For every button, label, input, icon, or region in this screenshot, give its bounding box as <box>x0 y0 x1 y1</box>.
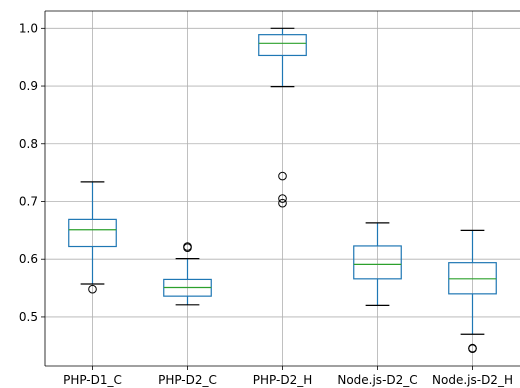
x-tick-label: PHP-D1_C <box>63 373 122 387</box>
box-Node.js-D2_C <box>353 222 402 306</box>
box-PHP-D1_C <box>68 181 117 294</box>
y-tick-label: 0.7 <box>19 194 38 208</box>
box-series <box>68 27 497 353</box>
y-tick-label: 1.0 <box>19 21 38 35</box>
x-tick-label: Node.js-D2_C <box>337 373 417 387</box>
box-iqr <box>68 218 117 248</box>
box-Node.js-D2_H <box>448 229 497 353</box>
outlier-point <box>278 198 287 208</box>
y-tick-label: 0.6 <box>19 252 38 266</box>
box-PHP-D2_C <box>163 242 212 306</box>
x-axis-ticks: PHP-D1_C PHP-D2_C PHP-D2_H Node.js-D2_C Node… <box>63 366 513 387</box>
box-PHP-D2_H <box>258 27 307 208</box>
outlier-point <box>468 344 477 353</box>
outlier-point <box>88 284 97 294</box>
outlier-point <box>278 171 287 181</box>
y-tick-label: 0.9 <box>19 79 38 93</box>
y-axis-ticks: 0.5 0.6 0.7 0.8 0.9 1.0 <box>19 21 45 324</box>
box-iqr <box>353 245 402 280</box>
outlier-point <box>278 194 287 203</box>
outlier-point <box>183 242 192 251</box>
box-iqr <box>258 34 307 57</box>
y-tick-label: 0.8 <box>19 137 38 151</box>
x-tick-label: PHP-D2_C <box>158 373 217 387</box>
x-tick-label: PHP-D2_H <box>253 373 312 387</box>
x-tick-label: Node.js-D2_H <box>432 373 513 387</box>
y-tick-label: 0.5 <box>19 310 38 324</box>
